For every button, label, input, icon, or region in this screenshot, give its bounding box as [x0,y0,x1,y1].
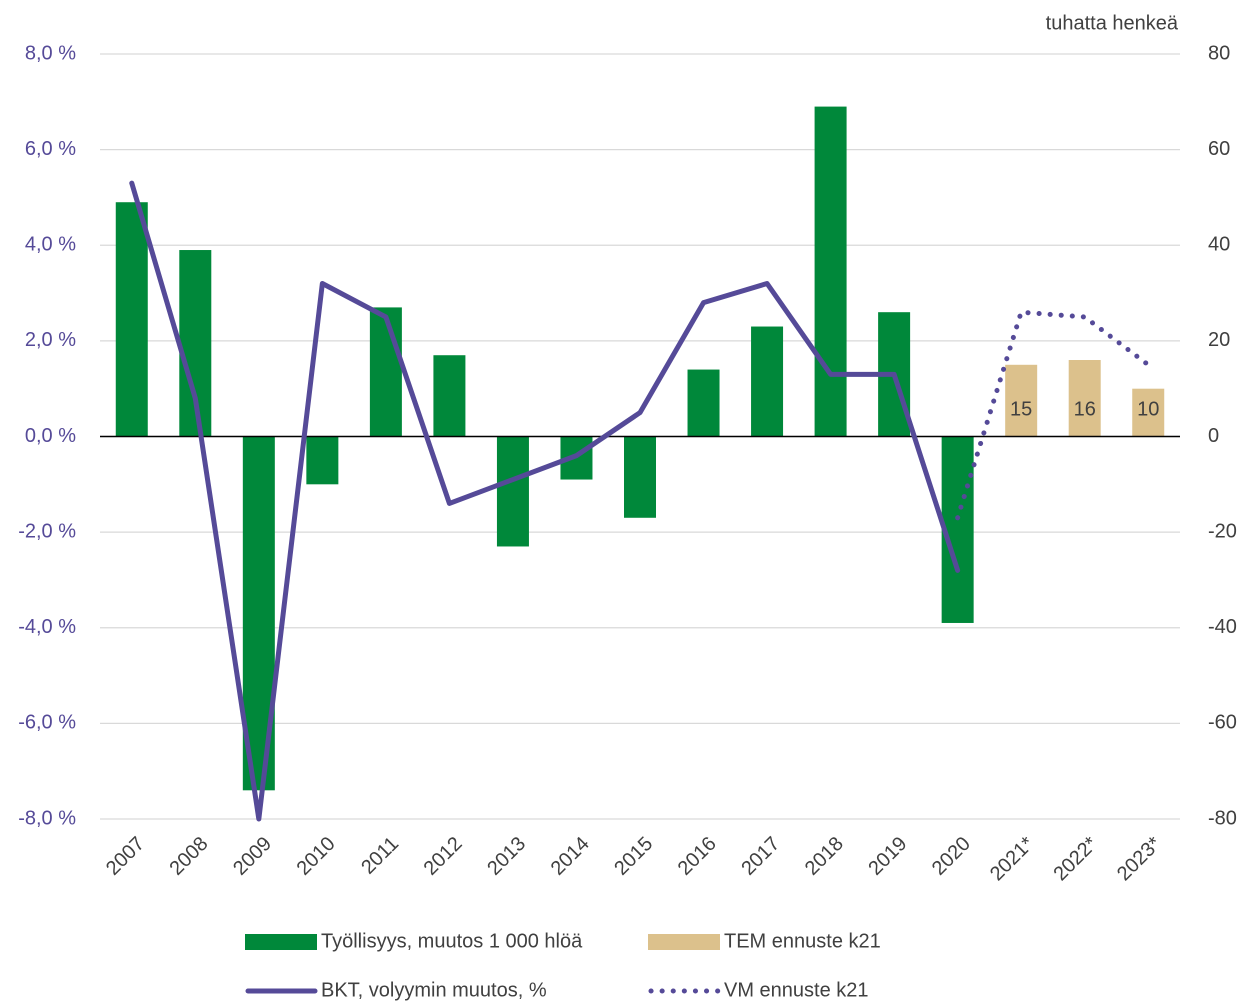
y2-tick-label: 20 [1208,329,1230,351]
y-tick-label: 2,0 % [25,329,76,351]
y2-tick-label: -60 [1208,712,1237,734]
x-tick-label: 2009 [229,833,276,880]
legend-swatch [245,934,317,950]
x-tick-label: 2014 [547,833,594,880]
x-tick-label: 2018 [801,833,848,880]
legend-label: BKT, volyymin muutos, % [321,979,547,1001]
legend-swatch [648,934,720,950]
bar [115,202,148,437]
legend-label: VM ennuste k21 [724,979,869,1001]
data-label: 16 [1074,398,1096,420]
bar [306,436,339,485]
y-tick-label: -6,0 % [18,712,76,734]
x-tick-label: 2020 [928,833,975,880]
y2-tick-label: -40 [1208,616,1237,638]
bar [751,326,784,437]
bar [814,106,847,437]
x-tick-label: 2022* [1049,833,1102,886]
legend-label: TEM ennuste k21 [724,930,881,952]
y2-tick-label: -20 [1208,520,1237,542]
x-tick-label: 2011 [357,833,403,879]
x-tick-label: 2012 [420,833,467,880]
x-tick-label: 2017 [737,833,784,880]
x-tick-label: 2016 [674,833,721,880]
bar [496,436,529,547]
y2-tick-label: 40 [1208,234,1230,256]
y-tick-label: -4,0 % [18,616,76,638]
y-tick-label: 0,0 % [25,425,76,447]
y2-tick-label: -80 [1208,807,1237,829]
bar [433,355,466,437]
legend-label: Työllisyys, muutos 1 000 hlöä [321,930,583,952]
line [129,180,961,822]
x-tick-label: 2019 [864,833,911,880]
bar [369,307,402,437]
y2-tick-label: 60 [1208,138,1230,160]
x-tick-label: 2021* [986,833,1039,886]
x-tick-label: 2013 [483,833,530,880]
bar [1005,364,1038,437]
line [955,309,1151,521]
x-tick-label: 2010 [293,833,340,880]
x-tick-label: 2015 [610,833,657,880]
y-tick-label: -8,0 % [18,807,76,829]
y-tick-label: 6,0 % [25,138,76,160]
bar [1068,360,1101,437]
y2-tick-label: 0 [1208,425,1219,447]
x-tick-label: 2008 [166,833,213,880]
data-label: 15 [1010,398,1032,420]
x-tick-label: 2007 [102,833,149,880]
x-tick-label: 2023* [1113,833,1166,886]
y2-axis-title: tuhatta henkeä [1046,12,1179,34]
bar [624,436,656,518]
y-tick-label: 4,0 % [25,234,76,256]
bar [687,369,720,437]
data-label: 10 [1137,398,1159,420]
bar [1132,388,1165,437]
y-tick-label: 8,0 % [25,42,76,64]
y2-tick-label: 80 [1208,42,1230,64]
y-tick-label: -2,0 % [18,520,76,542]
